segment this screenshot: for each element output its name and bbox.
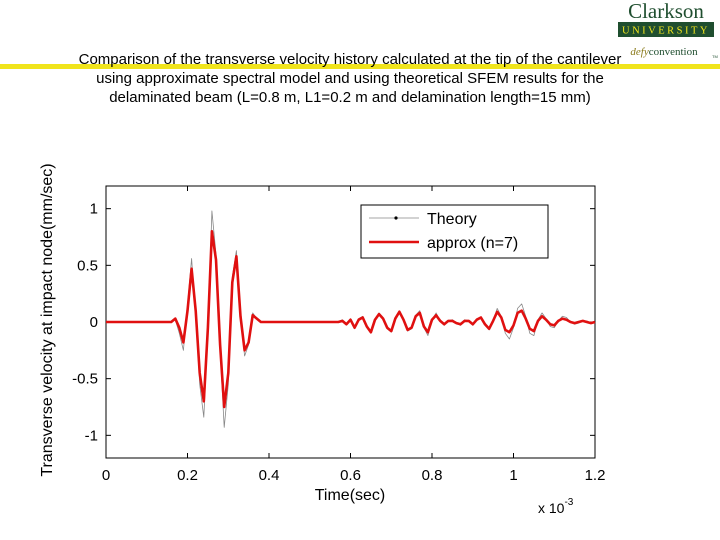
x-axis-label: Time(sec) — [315, 487, 386, 504]
x-axis-multiplier: x 10-3 — [538, 497, 574, 516]
x-tick-label: 1 — [509, 467, 517, 484]
y-axis-label: Transverse velocity at impact node(mm/se… — [39, 163, 56, 476]
logo-tm: TM — [712, 54, 718, 59]
legend-label-1: Theory — [427, 211, 477, 228]
x-tick-label: 0.8 — [422, 467, 443, 484]
x-tick-label: 0.4 — [259, 467, 280, 484]
logo-university: UNIVERSITY — [622, 26, 710, 37]
legend-marker — [394, 216, 398, 220]
logo-tagline-convention: convention — [649, 46, 698, 58]
legend-box — [360, 204, 549, 259]
y-tick-label: -0.5 — [72, 371, 98, 388]
y-tick-label: -1 — [85, 427, 98, 444]
accent-line — [0, 64, 720, 69]
x-tick-label: 0.2 — [177, 467, 198, 484]
y-tick-label: 0 — [90, 314, 98, 331]
clarkson-logo: Clarkson UNIVERSITY defyconvention TM — [618, 0, 718, 59]
logo-university-band — [618, 22, 714, 37]
series-layer — [106, 210, 596, 428]
x-multiplier-exponent: -3 — [564, 497, 573, 508]
x-tick-label: 1.2 — [585, 467, 606, 484]
axis-ticks — [105, 186, 596, 458]
axis-tick-labels: 0 0.2 0.4 0.6 0.8 1 1.2 -1 -0.5 0 0.5 1 — [72, 201, 605, 484]
y-tick-label: 1 — [90, 201, 98, 218]
slide-title: Comparison of the transverse velocity hi… — [78, 51, 622, 106]
y-tick-label: 0.5 — [77, 257, 98, 274]
legend: Theory approx (n=7) — [360, 204, 549, 259]
x-multiplier-base: x 10 — [538, 500, 565, 516]
logo-tagline-defy: defy — [630, 46, 648, 58]
legend-label-2: approx (n=7) — [427, 235, 518, 252]
logo-tagline: defyconvention — [630, 46, 698, 58]
x-tick-label: 0 — [102, 467, 110, 484]
series-line-2 — [106, 230, 596, 409]
logo-name: Clarkson — [628, 0, 704, 23]
x-tick-label: 0.6 — [340, 467, 361, 484]
